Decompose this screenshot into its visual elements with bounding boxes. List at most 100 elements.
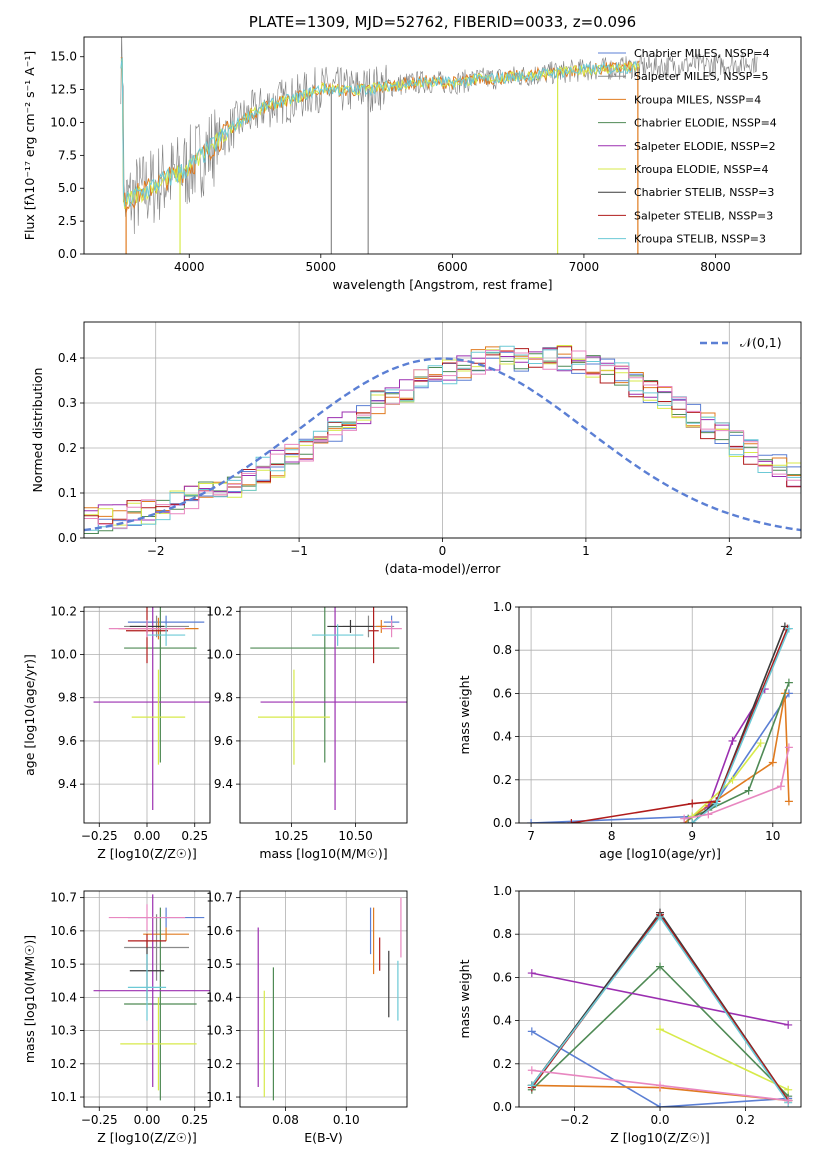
panel-6: 0.08 0.10 10.1 10.2 10.3 10.4 10.5 10.6 10.7 E(B-… — [206, 890, 408, 1145]
y-tick-label: 10.2 — [206, 1057, 233, 1071]
normal-curve — [84, 357, 801, 532]
x-axis-label: Z [log10(Z/Z☉)] — [97, 1130, 197, 1145]
series-marker — [756, 739, 765, 748]
x-tick-label: 1 — [582, 544, 590, 558]
legend: Chabrier MILES, NSSP=4 Salpeter MILES, NS… — [598, 47, 777, 246]
x-axis-label: Z [log10(Z/Z☉)] — [97, 846, 197, 861]
plot-frame — [239, 606, 408, 824]
plot-frame — [518, 606, 802, 824]
y-tick-label: 10.4 — [206, 990, 233, 1004]
y-tick-label: 9.4 — [214, 777, 233, 791]
errorbar-plot — [93, 894, 210, 1101]
series-marker — [784, 1085, 793, 1094]
y-tick-label: 10.6 — [50, 924, 77, 938]
series-marker — [656, 962, 664, 971]
x-tick-label: 8000 — [700, 260, 731, 274]
x-axis-label: wavelength [Angstrom, rest frame] — [332, 277, 552, 292]
panel-4: 7 8 9 10 0.0 0.2 0.4 0.6 0.8 1.0 age [log10(age/yr… — [457, 600, 802, 861]
x-tick-label: 7 — [527, 829, 535, 843]
legend-entry: Salpeter MILES, NSSP=5 — [634, 70, 768, 83]
y-tick-label: 15.0 — [50, 50, 77, 64]
plot-frame — [83, 36, 802, 255]
errorbar-point — [143, 927, 189, 941]
errorbar-plot — [250, 607, 407, 811]
y-tick-label: 10.1 — [50, 1090, 77, 1104]
y-tick-label: 0.4 — [493, 1014, 512, 1028]
y-tick-label: 0.8 — [493, 927, 512, 941]
errorbar-point — [127, 934, 167, 948]
y-tick-label: 0.3 — [58, 396, 77, 410]
series-marker — [527, 819, 536, 823]
y-tick-label: 10.7 — [206, 891, 233, 905]
panel-5: −0.25 0.00 0.25 10.1 10.2 10.3 10.4 10.5 10.6 10.… — [22, 890, 211, 1145]
plot-frame — [83, 606, 211, 824]
y-tick-label: 12.5 — [50, 83, 77, 97]
x-tick-label: 10.25 — [274, 829, 308, 843]
series-marker — [527, 1066, 536, 1075]
y-tick-label: 1.0 — [493, 884, 512, 898]
series-marker — [656, 1025, 664, 1034]
histogram-plot — [84, 345, 801, 534]
legend-entry: Salpeter STELIB, NSSP=3 — [634, 209, 773, 222]
errorbar-point — [120, 997, 197, 1091]
errorbar-point — [250, 607, 400, 763]
series-marker — [784, 797, 793, 806]
y-tick-label: 9.6 — [58, 734, 77, 748]
y-axis-label: mass weight — [457, 959, 472, 1038]
errorbar-point — [131, 669, 186, 765]
errorbar-point — [147, 624, 186, 646]
plot-frame — [83, 890, 211, 1108]
y-tick-label: 0.1 — [58, 486, 77, 500]
x-tick-label: 0.25 — [181, 829, 208, 843]
legend-entry: Kroupa ELODIE, NSSP=4 — [634, 163, 768, 176]
x-tick-label: 8 — [608, 829, 616, 843]
legend-entry: Chabrier MILES, NSSP=4 — [634, 47, 770, 60]
series-line — [659, 1028, 789, 1091]
errorbar-point — [376, 619, 387, 633]
x-axis-label: Z [log10(Z/Z☉)] — [610, 1130, 710, 1145]
series-marker — [527, 969, 536, 978]
y-tick-label: 10.2 — [206, 604, 233, 618]
x-tick-label: 0.25 — [181, 1113, 208, 1127]
y-tick-label: 9.8 — [214, 691, 233, 705]
series-marker — [688, 819, 697, 823]
y-tick-label: 2.5 — [58, 214, 77, 228]
plot-frame — [83, 321, 802, 539]
errorbar-plot — [257, 897, 402, 1101]
x-tick-label: −0.2 — [560, 1113, 589, 1127]
x-axis-label: age [log10(age/yr)] — [599, 846, 721, 861]
legend-entry: Chabrier ELODIE, NSSP=4 — [634, 117, 777, 130]
legend: 𝒩(0,1) — [700, 335, 782, 350]
x-tick-label: −1 — [290, 544, 308, 558]
y-tick-label: 5.0 — [58, 181, 77, 195]
errorbar-point — [124, 914, 189, 981]
x-tick-label: 9 — [688, 829, 696, 843]
x-tick-label: 0.00 — [134, 829, 161, 843]
series-marker — [656, 912, 664, 921]
x-tick-label: 10 — [765, 829, 780, 843]
y-tick-label: 10.2 — [50, 1057, 77, 1071]
plot-frame — [239, 890, 408, 1108]
y-tick-label: 1.0 — [493, 600, 512, 614]
legend-entry: Kroupa MILES, NSSP=4 — [634, 93, 761, 106]
y-tick-label: 10.0 — [50, 115, 77, 129]
errorbar-point — [381, 619, 402, 638]
spectrum-plot — [120, 37, 758, 254]
x-tick-label: −2 — [147, 544, 165, 558]
series-marker — [784, 1020, 793, 1029]
series-line — [571, 628, 789, 823]
y-tick-label: 0.0 — [493, 816, 512, 830]
panel-2: −0.25 0.00 0.25 9.4 9.6 9.8 10.0 10.2 Z [log10(Z… — [22, 604, 211, 861]
y-axis-label: mass [log10(M/M☉)] — [22, 935, 37, 1063]
series-marker — [656, 1103, 664, 1107]
y-tick-label: 9.6 — [214, 734, 233, 748]
errorbar-point — [127, 954, 167, 1021]
errorbar-point — [108, 619, 186, 638]
series-line — [691, 626, 786, 823]
series-marker — [728, 736, 737, 745]
errorbar-point — [93, 607, 210, 811]
series-marker — [784, 1096, 793, 1105]
series-marker — [784, 624, 793, 633]
y-tick-label: 0.2 — [493, 1057, 512, 1071]
model-spectrum-line — [120, 57, 640, 207]
